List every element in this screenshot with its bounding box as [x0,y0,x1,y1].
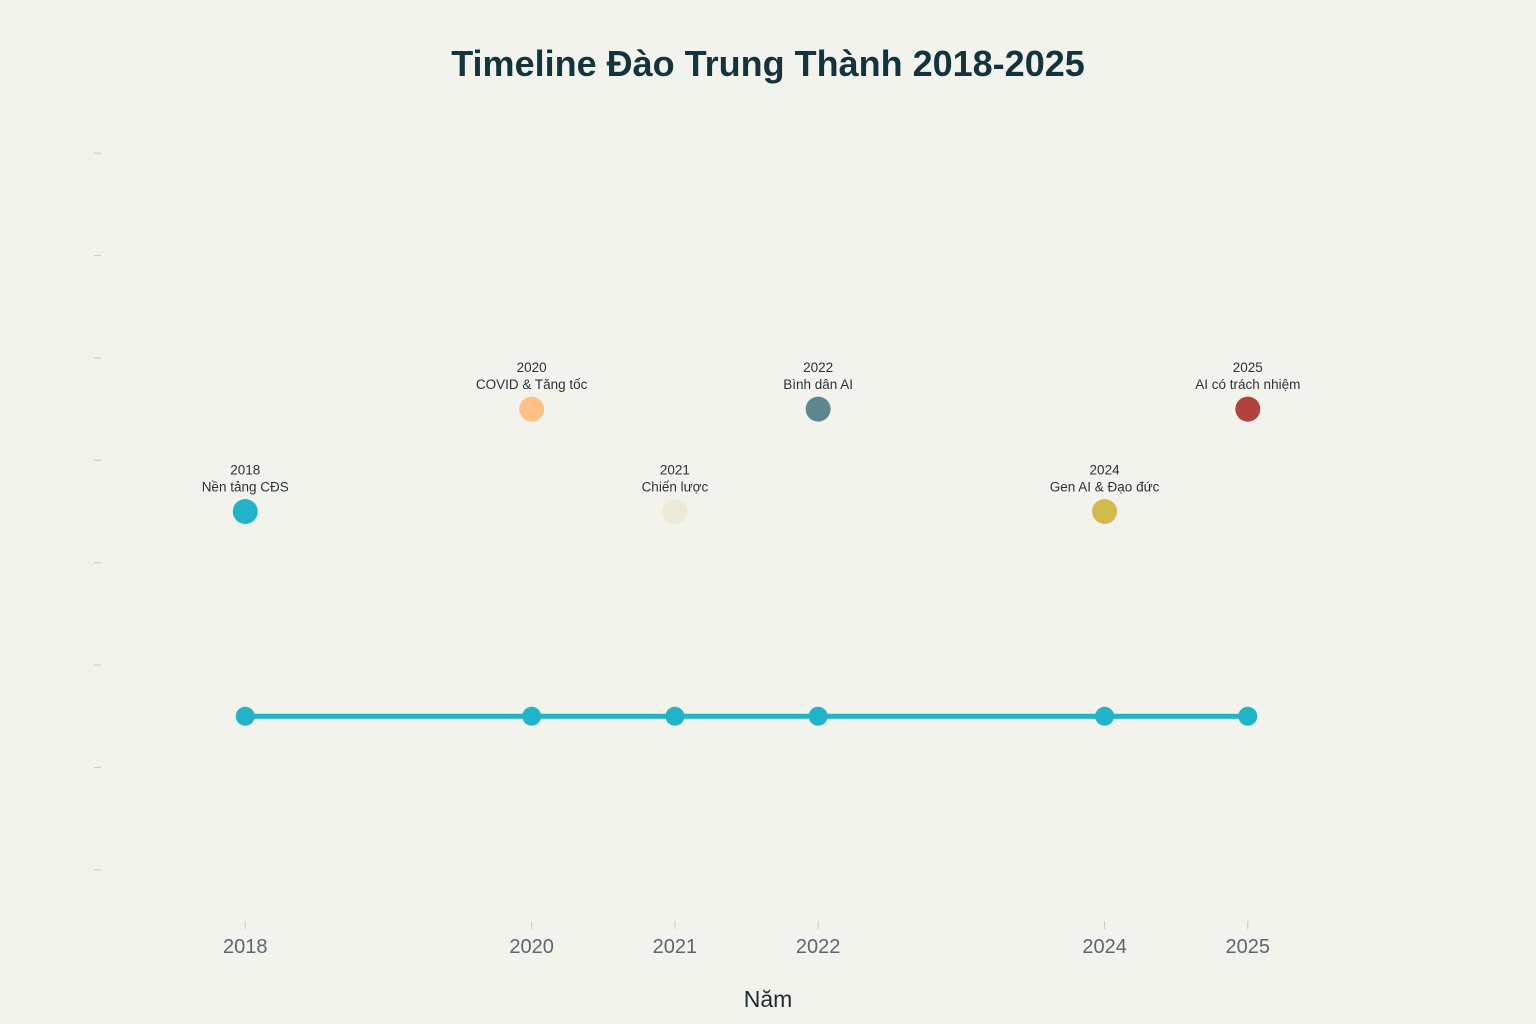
x-tick-label: 2021 [653,936,698,958]
timeline-point [1238,706,1258,726]
timeline-point [522,706,542,726]
event-text-label: Chiến lược [642,480,709,495]
event-marker [805,396,831,422]
event-marker [662,499,688,524]
event-year-label: 2024 [1090,463,1121,478]
event-text-label: COVID & Tăng tốc [476,377,588,392]
event-marker [232,499,258,524]
x-axis: 2018 2020 2021 2022 2024 2025 [223,921,1270,958]
timeline-series [235,706,1258,726]
y-axis-ticks [94,152,101,871]
event-text-label: Nền tảng CĐS [202,480,289,495]
event-marker [1092,499,1118,524]
timeline-point [235,706,255,726]
event-year-label: 2022 [803,360,833,375]
event-text-label: Bình dân AI [783,377,853,392]
event-marker [519,396,545,422]
timeline-point [665,706,685,726]
x-tick-label: 2020 [509,936,554,958]
x-tick-label: 2025 [1226,936,1271,958]
x-axis-title: Năm [744,986,793,1012]
x-tick-label: 2024 [1082,936,1127,958]
event-year-label: 2021 [660,463,690,478]
chart-title: Timeline Đào Trung Thành 2018-2025 [451,43,1085,84]
event-year-label: 2025 [1233,360,1263,375]
event-year-label: 2020 [517,360,547,375]
event-year-label: 2018 [230,463,260,478]
x-tick-label: 2018 [223,936,268,958]
timeline-point [808,706,828,726]
event-markers: 2018 Nền tảng CĐS 2020 COVID & Tăng tốc 2021… [202,360,1300,524]
event-marker [1235,396,1261,422]
timeline-point [1095,706,1115,726]
x-tick-label: 2022 [796,936,841,958]
event-text-label: Gen AI & Đạo đức [1050,480,1160,495]
event-text-label: AI có trách nhiệm [1195,377,1300,392]
